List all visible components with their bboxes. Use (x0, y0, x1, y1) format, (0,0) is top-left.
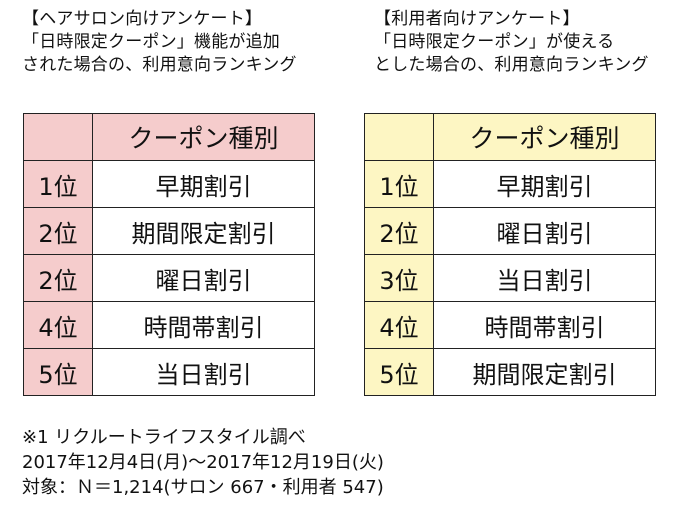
user-ranking-table: クーポン種別 1位 早期割引 2位 曜日割引 3位 当日割引 4位 時間帯割引 … (364, 113, 656, 396)
rank-cell: 2位 (23, 254, 93, 302)
rank-cell: 4位 (364, 301, 434, 349)
coupon-type-cell: 時間帯割引 (433, 301, 656, 349)
table-row: 2位 期間限定割引 (23, 207, 315, 255)
footnote-period: 2017年12月4日(月)～2017年12月19日(火) (22, 452, 384, 473)
rank-header-cell (364, 113, 434, 161)
rank-cell: 2位 (364, 207, 434, 255)
rank-cell: 2位 (23, 207, 93, 255)
coupon-type-cell: 期間限定割引 (92, 207, 315, 255)
coupon-type-header: クーポン種別 (92, 113, 315, 161)
rank-cell: 1位 (364, 160, 434, 208)
rank-cell: 4位 (23, 301, 93, 349)
table-row: 1位 早期割引 (23, 160, 315, 208)
table-row: 1位 早期割引 (364, 160, 656, 208)
table-row: 5位 期間限定割引 (364, 348, 656, 396)
coupon-type-cell: 期間限定割引 (433, 348, 656, 396)
salon-survey-heading-line-2: 「日時限定クーポン」機能が追加 (22, 32, 280, 52)
rank-header-cell (23, 113, 93, 161)
coupon-type-cell: 早期割引 (92, 160, 315, 208)
coupon-type-cell: 時間帯割引 (92, 301, 315, 349)
footnote-sample: 対象：Ｎ＝1,214(サロン 667・利用者 547) (22, 477, 384, 498)
table-row: 2位 曜日割引 (23, 254, 315, 302)
rank-cell: 3位 (364, 254, 434, 302)
table-row: 3位 当日割引 (364, 254, 656, 302)
coupon-type-cell: 当日割引 (433, 254, 656, 302)
table-row: 2位 曜日割引 (364, 207, 656, 255)
coupon-type-cell: 曜日割引 (92, 254, 315, 302)
table-header-row: クーポン種別 (23, 113, 315, 161)
rank-cell: 5位 (23, 348, 93, 396)
salon-survey-heading-line-1: 【ヘアサロン向けアンケート】 (22, 9, 263, 29)
table-row: 5位 当日割引 (23, 348, 315, 396)
user-survey-heading-line-1: 【利用者向けアンケート】 (374, 9, 580, 29)
survey-footnote: ※1 リクルートライフスタイル調べ 2017年12月4日(月)～2017年12月… (22, 425, 384, 500)
coupon-type-header: クーポン種別 (433, 113, 656, 161)
salon-survey-heading: 【ヘアサロン向けアンケート】 「日時限定クーポン」機能が追加 された場合の、利用… (22, 8, 297, 77)
user-survey-heading: 【利用者向けアンケート】 「日時限定クーポン」が使える とした場合の、利用意向ラ… (374, 8, 649, 77)
salon-survey-heading-line-3: された場合の、利用意向ランキング (22, 55, 297, 75)
coupon-type-cell: 曜日割引 (433, 207, 656, 255)
coupon-type-cell: 早期割引 (433, 160, 656, 208)
user-survey-heading-line-2: 「日時限定クーポン」が使える (374, 32, 615, 52)
user-survey-heading-line-3: とした場合の、利用意向ランキング (374, 55, 649, 75)
coupon-type-cell: 当日割引 (92, 348, 315, 396)
salon-ranking-table: クーポン種別 1位 早期割引 2位 期間限定割引 2位 曜日割引 4位 時間帯割… (23, 113, 315, 396)
table-row: 4位 時間帯割引 (23, 301, 315, 349)
table-row: 4位 時間帯割引 (364, 301, 656, 349)
footnote-source: ※1 リクルートライフスタイル調べ (22, 427, 306, 448)
table-header-row: クーポン種別 (364, 113, 656, 161)
rank-cell: 5位 (364, 348, 434, 396)
rank-cell: 1位 (23, 160, 93, 208)
